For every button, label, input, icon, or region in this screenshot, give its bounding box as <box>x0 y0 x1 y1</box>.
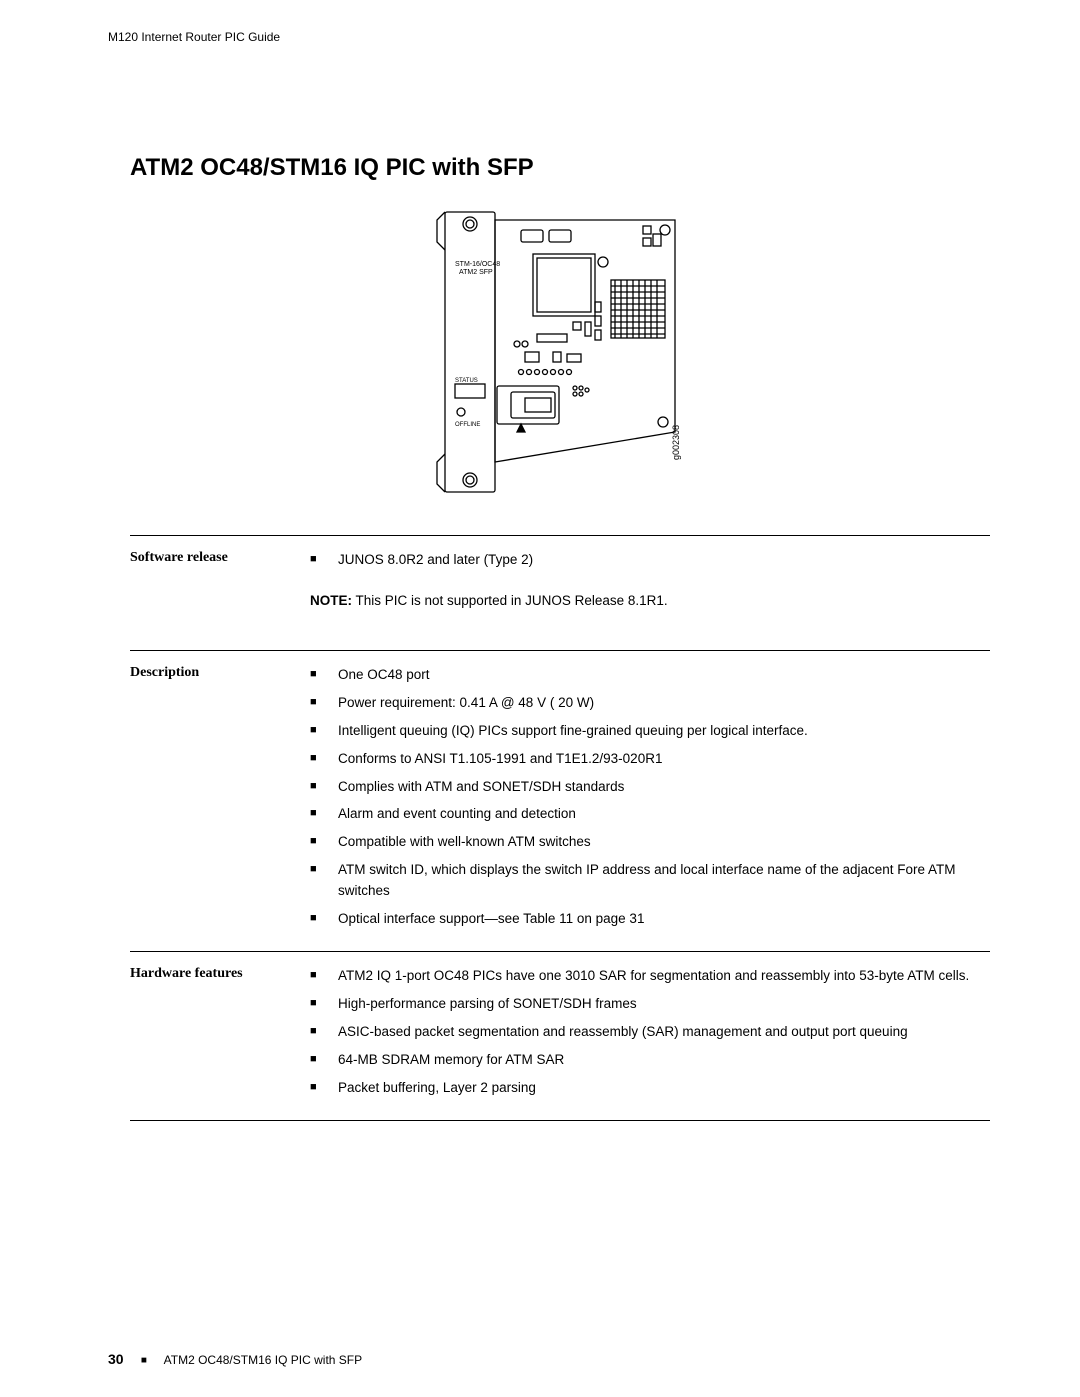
pic-figure: STM-16/OC48 ATM2 SFP STATUS OFFLINE g002… <box>130 202 990 507</box>
list-item: ATM switch ID, which displays the switch… <box>310 860 990 902</box>
list-item: Conforms to ANSI T1.105-1991 and T1E1.2/… <box>310 749 990 770</box>
list-item: ATM2 IQ 1-port OC48 PICs have one 3010 S… <box>310 966 990 987</box>
running-header: M120 Internet Router PIC Guide <box>108 30 990 44</box>
section-label: Software release <box>130 550 310 636</box>
bullet-list: One OC48 port Power requirement: 0.41 A … <box>310 665 990 930</box>
section-label: Description <box>130 665 310 937</box>
list-item: Optical interface support—see Table 11 o… <box>310 909 990 930</box>
page-container: M120 Internet Router PIC Guide ATM2 OC48… <box>0 0 1080 1397</box>
list-item: Compatible with well-known ATM switches <box>310 832 990 853</box>
list-item: ASIC-based packet segmentation and reass… <box>310 1022 990 1043</box>
list-item: High-performance parsing of SONET/SDH fr… <box>310 994 990 1015</box>
fig-label-offline: OFFLINE <box>455 422 480 428</box>
footer-title: ATM2 OC48/STM16 IQ PIC with SFP <box>164 1353 363 1367</box>
section-hardware-features: Hardware features ATM2 IQ 1-port OC48 PI… <box>130 951 990 1121</box>
pic-diagram-svg: STM-16/OC48 ATM2 SFP STATUS OFFLINE g002… <box>425 202 695 502</box>
list-item: Packet buffering, Layer 2 parsing <box>310 1078 990 1099</box>
bullet-list: JUNOS 8.0R2 and later (Type 2) <box>310 550 990 571</box>
list-item: One OC48 port <box>310 665 990 686</box>
section-description: Description One OC48 port Power requirem… <box>130 650 990 951</box>
footer-bullet-icon: ■ <box>141 1355 147 1366</box>
fig-label-top: STM-16/OC48 <box>455 261 500 268</box>
section-content: One OC48 port Power requirement: 0.41 A … <box>310 665 990 937</box>
page-footer: 30 ■ ATM2 OC48/STM16 IQ PIC with SFP <box>108 1351 362 1367</box>
list-item: Complies with ATM and SONET/SDH standard… <box>310 777 990 798</box>
note-block: NOTE: This PIC is not supported in JUNOS… <box>310 591 990 612</box>
page-number: 30 <box>108 1351 124 1367</box>
section-content: JUNOS 8.0R2 and later (Type 2) NOTE: Thi… <box>310 550 990 636</box>
section-label: Hardware features <box>130 966 310 1106</box>
page-heading: ATM2 OC48/STM16 IQ PIC with SFP <box>130 154 990 182</box>
list-item: 64-MB SDRAM memory for ATM SAR <box>310 1050 990 1071</box>
bullet-list: ATM2 IQ 1-port OC48 PICs have one 3010 S… <box>310 966 990 1099</box>
section-content: ATM2 IQ 1-port OC48 PICs have one 3010 S… <box>310 966 990 1106</box>
note-label: NOTE: <box>310 593 352 608</box>
list-item: Power requirement: 0.41 A @ 48 V ( 20 W) <box>310 693 990 714</box>
fig-label-top2: ATM2 SFP <box>459 269 493 276</box>
list-item: Alarm and event counting and detection <box>310 804 990 825</box>
list-item: JUNOS 8.0R2 and later (Type 2) <box>310 550 990 571</box>
fig-partnum: g002308 <box>671 425 681 460</box>
section-software-release: Software release JUNOS 8.0R2 and later (… <box>130 535 990 650</box>
list-item: Intelligent queuing (IQ) PICs support fi… <box>310 721 990 742</box>
fig-label-status: STATUS <box>455 378 478 384</box>
note-text: This PIC is not supported in JUNOS Relea… <box>352 593 668 608</box>
